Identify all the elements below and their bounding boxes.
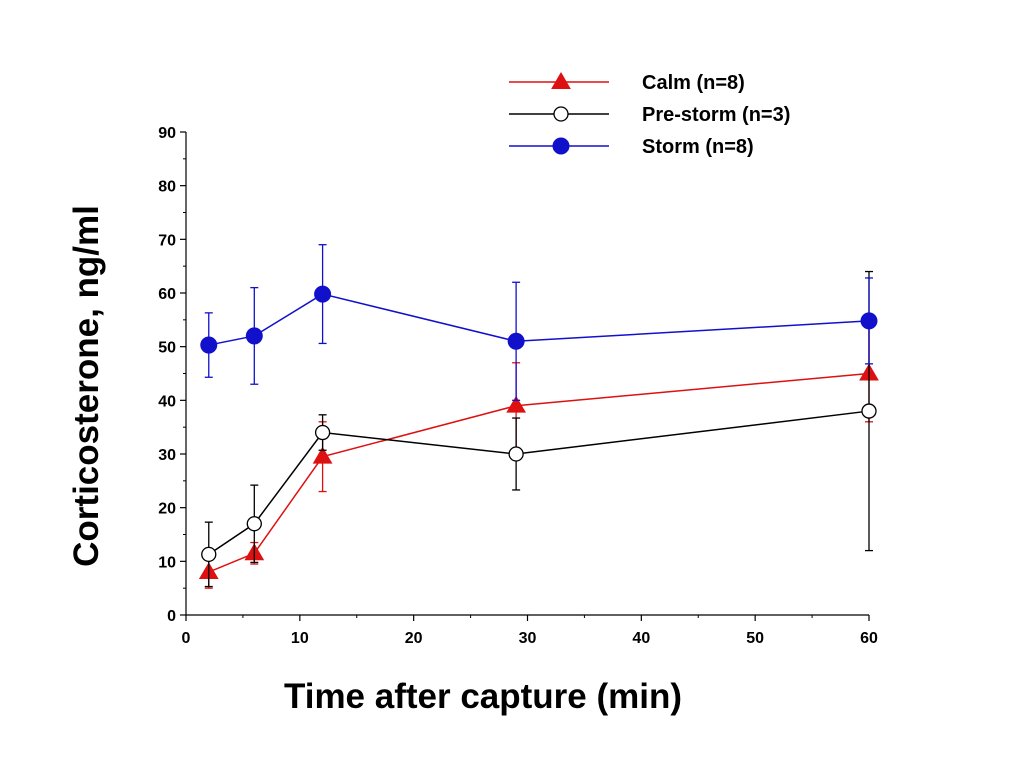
legend: Calm (n=8) Pre-storm (n=3) Storm (n=8) (509, 72, 790, 158)
x-tick-label: 20 (405, 630, 423, 647)
series-0 (198, 324, 879, 589)
legend-item-1: Pre-storm (n=3) (509, 104, 790, 126)
x-tick-label: 0 (182, 630, 191, 647)
legend-label: Storm (n=8) (642, 136, 754, 158)
data-point (860, 312, 878, 330)
data-point (312, 446, 333, 464)
y-tick-label: 10 (158, 554, 176, 571)
series-1 (201, 270, 877, 588)
y-tick-label: 80 (158, 179, 176, 196)
x-tick-label: 40 (632, 630, 650, 647)
legend-label: Pre-storm (n=3) (642, 104, 790, 126)
y-tick-label: 20 (158, 501, 176, 518)
x-tick-label: 10 (291, 630, 309, 647)
legend-marker (553, 106, 569, 122)
y-tick-label: 50 (158, 340, 176, 357)
data-point (201, 546, 217, 563)
y-axis-title: Corticosterone, ng/ml (67, 205, 106, 567)
data-point (506, 395, 526, 413)
y-tick-label: 70 (158, 232, 176, 249)
data-point (200, 336, 218, 354)
legend-item-2: Storm (n=8) (509, 136, 754, 158)
series-line (208, 372, 870, 573)
x-tick-label: 60 (860, 630, 878, 647)
x-tick-label: 50 (746, 630, 764, 647)
y-tick-label: 40 (158, 393, 176, 410)
data-point (314, 424, 331, 441)
legend-marker (552, 137, 570, 155)
series-layer (198, 244, 879, 589)
series-line (208, 410, 870, 555)
x-tick-label: 30 (519, 630, 537, 647)
data-point (508, 446, 524, 462)
legend-label: Calm (n=8) (642, 72, 745, 94)
y-tick-label: 0 (167, 608, 176, 625)
series-line (208, 293, 870, 346)
data-point (507, 332, 525, 350)
legend-item-0: Calm (n=8) (509, 72, 745, 94)
data-point (861, 403, 877, 419)
x-axis-title: Time after capture (min) (284, 677, 682, 716)
data-point (245, 327, 263, 345)
axes: 0 10 20 30 40 50 60 70 80 90 0 10 20 30 40 50 60 (158, 125, 878, 647)
data-point (246, 516, 262, 532)
series-2 (200, 244, 878, 401)
legend-marker (551, 72, 571, 89)
y-tick-label: 30 (158, 447, 176, 464)
y-tick-label: 90 (158, 125, 176, 142)
y-tick-label: 60 (158, 286, 176, 303)
data-point (314, 285, 332, 303)
